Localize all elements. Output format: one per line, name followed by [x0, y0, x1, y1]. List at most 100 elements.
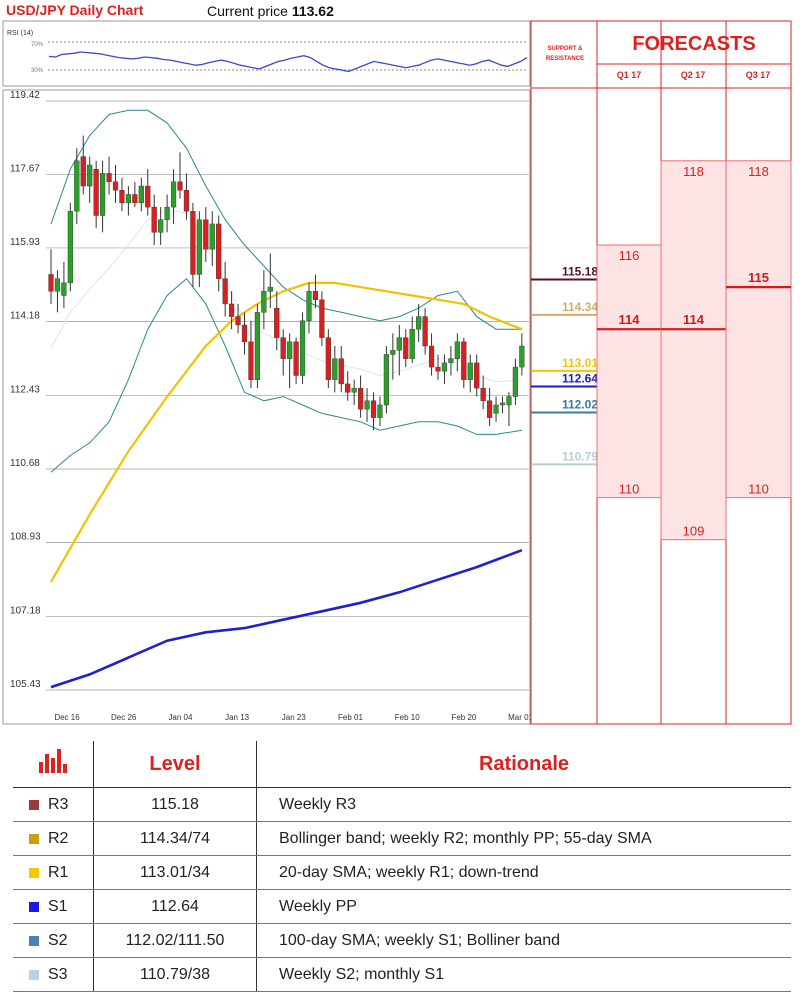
forecast-point-label: 115: [748, 270, 769, 285]
bar-chart-icon: [39, 749, 67, 773]
sr-level-label: 112.02: [562, 398, 598, 412]
forecasts-title: FORECASTS: [632, 33, 756, 55]
level-value: 110.79/38: [93, 957, 257, 992]
candle-body: [99, 173, 106, 216]
candle-body: [106, 173, 112, 183]
candle-body: [196, 219, 202, 275]
rsi-level-70: 70%: [31, 42, 44, 48]
candle-body: [409, 328, 415, 359]
level-name: S2: [48, 931, 68, 949]
candle-body: [493, 404, 499, 414]
candle-body: [435, 366, 441, 372]
level-name: R1: [48, 863, 69, 881]
candle-body: [487, 400, 493, 418]
level-swatch: [29, 799, 39, 810]
table-row: R1 113.01/34 20-day SMA; weekly R1; down-t…: [13, 855, 791, 890]
candle-body: [112, 181, 119, 191]
candle-body: [74, 160, 80, 212]
candle-body: [170, 181, 177, 208]
forecast-low-label: 110: [748, 482, 769, 497]
support-resistance-label: SUPPORT & RESISTANCE: [545, 46, 585, 62]
candle-body: [448, 358, 454, 364]
table-header-row: Level Rationale: [13, 741, 791, 788]
candle-body: [183, 190, 190, 212]
candle-body: [177, 181, 183, 191]
candle-body: [222, 278, 228, 305]
sr-level-label: 113.01: [562, 356, 598, 370]
candle-body: [312, 291, 319, 300]
candle-body: [428, 345, 435, 368]
forecast-point-label: 114: [619, 312, 641, 327]
y-tick-label: 115.93: [10, 237, 40, 248]
candle-body: [299, 320, 306, 376]
candle-body: [261, 291, 267, 313]
candle-body: [164, 206, 170, 220]
y-tick-label: 117.67: [10, 164, 40, 175]
candle-body: [228, 303, 235, 317]
sma-100-line: [50, 548, 523, 689]
table-header-level: Level: [93, 741, 257, 788]
forecast-high-label: 118: [748, 164, 769, 179]
level-rationale: Bollinger band; weekly R2; monthly PP; 5…: [256, 821, 791, 856]
candle-body: [54, 278, 61, 292]
candle-body: [267, 286, 273, 292]
level-name: R2: [48, 829, 69, 847]
candle-body: [138, 185, 144, 204]
candle-body: [61, 282, 67, 296]
level-swatch: [29, 935, 39, 946]
candle-body: [422, 316, 428, 347]
level-value: 112.64: [93, 889, 257, 924]
forecast-range-box: [725, 160, 792, 499]
level-name-cell: R2: [13, 821, 94, 856]
candle-body: [325, 337, 331, 380]
y-tick-label: 105.43: [10, 679, 41, 690]
x-tick-label: Jan 13: [225, 713, 250, 722]
candle-body: [280, 337, 286, 359]
x-tick-label: Dec 16: [54, 713, 80, 722]
candle-body: [377, 404, 383, 418]
forecast-low-label: 110: [619, 482, 640, 497]
candle-body: [506, 396, 512, 406]
level-swatch: [29, 867, 39, 878]
candle-body: [370, 400, 377, 418]
x-tick-label: Jan 04: [168, 713, 193, 722]
rsi-line: [48, 51, 528, 73]
candle-body: [467, 362, 473, 380]
x-tick-label: Dec 26: [111, 713, 137, 722]
candle-body: [254, 312, 261, 380]
candle-body: [461, 341, 467, 380]
level-rationale: Weekly S2; monthly S1: [256, 957, 791, 992]
level-rationale: 100-day SMA; weekly S1; Bolliner band: [256, 923, 791, 958]
y-tick-label: 107.18: [10, 605, 41, 616]
candle-body: [364, 400, 370, 410]
candle-body: [151, 206, 157, 233]
level-name-cell: R3: [13, 787, 94, 822]
candle-body: [358, 387, 364, 410]
level-name: R3: [48, 795, 69, 813]
candle-body: [119, 190, 125, 204]
candle-body: [519, 345, 525, 368]
candle-body: [67, 211, 73, 284]
candle-body: [48, 274, 54, 292]
candle-body: [474, 362, 480, 389]
forecast-high-label: 118: [683, 164, 704, 179]
candle-body: [190, 211, 196, 275]
level-rationale: Weekly PP: [256, 889, 791, 924]
level-value: 113.01/34: [93, 855, 257, 890]
level-name-cell: R1: [13, 855, 94, 890]
bollinger-upper-line: [50, 109, 522, 330]
sr-level-label: 112.64: [562, 371, 598, 385]
rsi-label: RSI (14): [7, 30, 33, 37]
bollinger-lower-line: [50, 277, 522, 473]
sr-level-label: 110.79: [562, 449, 598, 463]
candle-body: [332, 358, 338, 380]
level-rationale: 20-day SMA; weekly R1; down-trend: [256, 855, 791, 890]
candle-body: [241, 324, 248, 343]
candle-body: [383, 354, 390, 406]
candle-body: [338, 358, 344, 385]
candle-body: [203, 219, 209, 250]
table-row: S1 112.64 Weekly PP: [13, 889, 791, 924]
level-value: 114.34/74: [93, 821, 257, 856]
forecast-high-label: 116: [619, 248, 640, 263]
chart-canvas: RSI (14) 70% 30% 119.42 117.67 115.93 114.1…: [2, 20, 792, 725]
